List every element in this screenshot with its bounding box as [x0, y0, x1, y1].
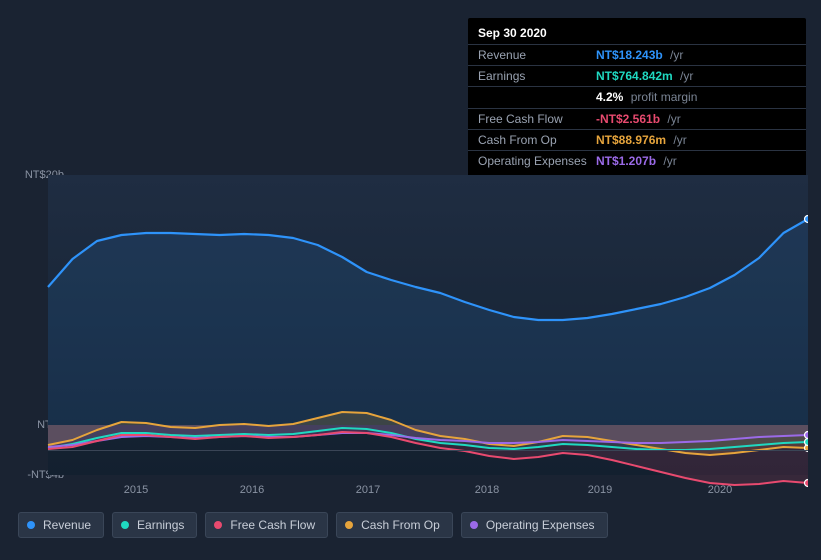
tooltip-value: NT$1.207b /yr	[596, 153, 677, 169]
tooltip-row: Free Cash Flow-NT$2.561b /yr	[468, 108, 806, 129]
tooltip-label: Revenue	[478, 47, 596, 63]
legend-item-revenue[interactable]: Revenue	[18, 512, 104, 538]
legend-dot-icon	[214, 521, 222, 529]
tooltip-label: Earnings	[478, 68, 596, 84]
series-end-marker	[805, 432, 809, 439]
series-end-marker	[805, 439, 809, 446]
legend-dot-icon	[27, 521, 35, 529]
legend-label: Free Cash Flow	[230, 518, 315, 532]
legend-label: Revenue	[43, 518, 91, 532]
tooltip-label	[478, 89, 596, 105]
tooltip-label: Cash From Op	[478, 132, 596, 148]
legend-dot-icon	[470, 521, 478, 529]
tooltip-row: Operating ExpensesNT$1.207b /yr	[468, 150, 806, 171]
tooltip-row: 4.2% profit margin	[468, 86, 806, 107]
legend-label: Cash From Op	[361, 518, 440, 532]
zero-baseline	[48, 450, 808, 451]
tooltip-row: Cash From OpNT$88.976m /yr	[468, 129, 806, 150]
x-axis-tick: 2016	[240, 484, 264, 496]
tooltip-value: 4.2% profit margin	[596, 89, 697, 105]
legend-dot-icon	[121, 521, 129, 529]
legend-item-earnings[interactable]: Earnings	[112, 512, 197, 538]
tooltip-value: -NT$2.561b /yr	[596, 111, 681, 127]
tooltip-row: RevenueNT$18.243b /yr	[468, 44, 806, 65]
tooltip-value: NT$88.976m /yr	[596, 132, 687, 148]
legend-label: Earnings	[137, 518, 184, 532]
tooltip-label: Free Cash Flow	[478, 111, 596, 127]
legend-item-free-cash-flow[interactable]: Free Cash Flow	[205, 512, 328, 538]
x-axis-tick: 2015	[124, 484, 148, 496]
plot-area[interactable]	[18, 175, 808, 475]
legend-item-operating-expenses[interactable]: Operating Expenses	[461, 512, 608, 538]
x-axis-tick: 2020	[708, 484, 732, 496]
tooltip-row: EarningsNT$764.842m /yr	[468, 65, 806, 86]
legend-dot-icon	[345, 521, 353, 529]
x-axis-tick: 2019	[588, 484, 612, 496]
tooltip-label: Operating Expenses	[478, 153, 596, 169]
legend-label: Operating Expenses	[486, 518, 595, 532]
x-axis-tick: 2018	[475, 484, 499, 496]
tooltip-value: NT$18.243b /yr	[596, 47, 683, 63]
plot-svg	[18, 175, 808, 505]
tooltip-date: Sep 30 2020	[468, 24, 806, 44]
legend-item-cash-from-op[interactable]: Cash From Op	[336, 512, 453, 538]
series-end-marker	[805, 480, 809, 487]
x-axis-tick: 2017	[356, 484, 380, 496]
series-end-marker	[805, 216, 809, 223]
chart-tooltip: Sep 30 2020 RevenueNT$18.243b /yrEarning…	[468, 18, 806, 177]
tooltip-value: NT$764.842m /yr	[596, 68, 693, 84]
chart-legend: Revenue Earnings Free Cash Flow Cash From O…	[18, 512, 608, 538]
